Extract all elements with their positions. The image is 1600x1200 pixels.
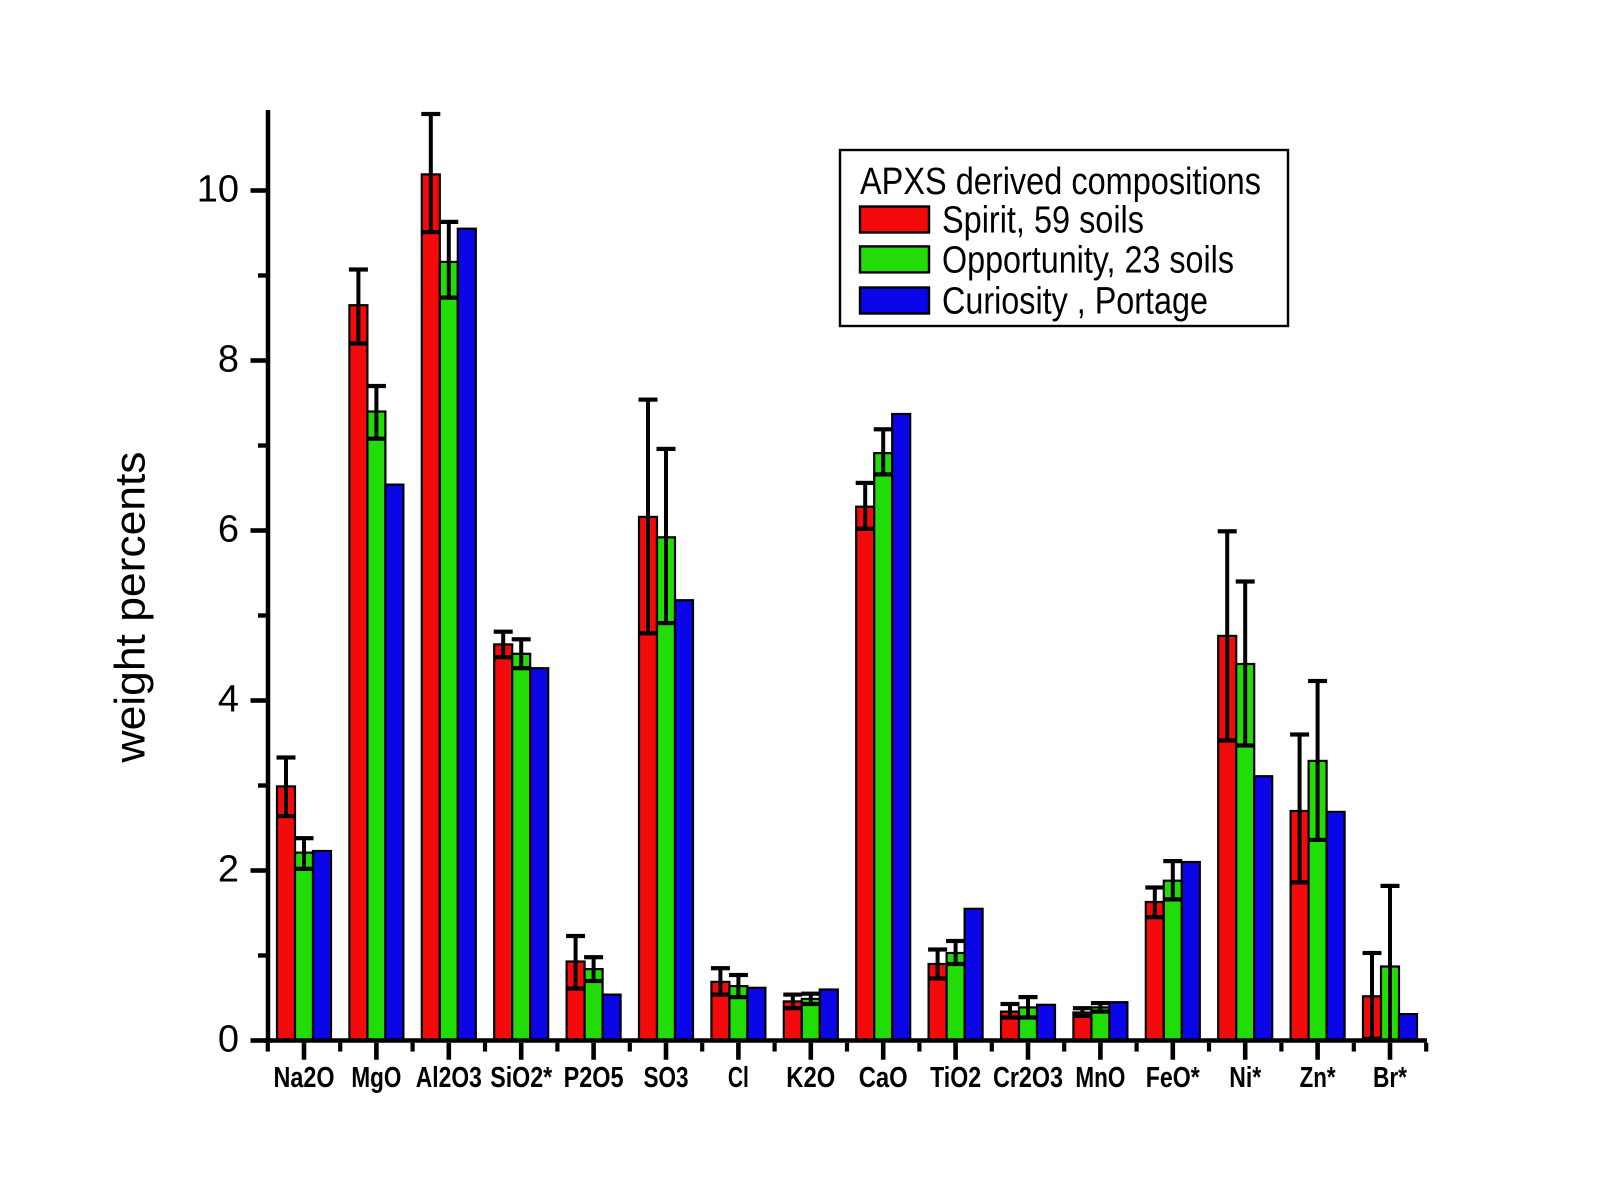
svg-text:8: 8 bbox=[218, 339, 239, 381]
svg-text:2: 2 bbox=[218, 849, 239, 891]
svg-text:Spirit, 59 soils: Spirit, 59 soils bbox=[942, 200, 1144, 242]
svg-text:APXS derived compositions: APXS derived compositions bbox=[860, 161, 1261, 203]
svg-text:Cr2O3: Cr2O3 bbox=[993, 1062, 1063, 1094]
svg-text:Na2O: Na2O bbox=[274, 1062, 335, 1094]
svg-text:SiO2*: SiO2* bbox=[490, 1062, 553, 1094]
svg-text:Ni*: Ni* bbox=[1229, 1062, 1262, 1094]
svg-text:Cl: Cl bbox=[728, 1062, 749, 1094]
svg-text:Curiosity , Portage: Curiosity , Portage bbox=[942, 281, 1208, 323]
svg-text:0: 0 bbox=[218, 1019, 239, 1061]
svg-text:weight percents: weight percents bbox=[107, 452, 155, 764]
svg-text:MnO: MnO bbox=[1075, 1062, 1125, 1094]
svg-text:MgO: MgO bbox=[351, 1062, 401, 1094]
svg-text:10: 10 bbox=[197, 169, 239, 211]
svg-text:Br*: Br* bbox=[1373, 1062, 1408, 1094]
svg-text:Zn*: Zn* bbox=[1300, 1062, 1337, 1094]
svg-text:Opportunity, 23 soils: Opportunity, 23 soils bbox=[942, 239, 1234, 281]
svg-text:P2O5: P2O5 bbox=[564, 1062, 624, 1094]
svg-text:6: 6 bbox=[218, 509, 239, 551]
svg-text:4: 4 bbox=[218, 679, 239, 721]
svg-text:SO3: SO3 bbox=[644, 1062, 689, 1094]
svg-text:CaO: CaO bbox=[859, 1062, 908, 1094]
svg-text:TiO2: TiO2 bbox=[930, 1062, 981, 1094]
svg-text:FeO*: FeO* bbox=[1146, 1062, 1201, 1094]
svg-text:Al2O3: Al2O3 bbox=[416, 1062, 482, 1094]
svg-text:K2O: K2O bbox=[786, 1062, 835, 1094]
